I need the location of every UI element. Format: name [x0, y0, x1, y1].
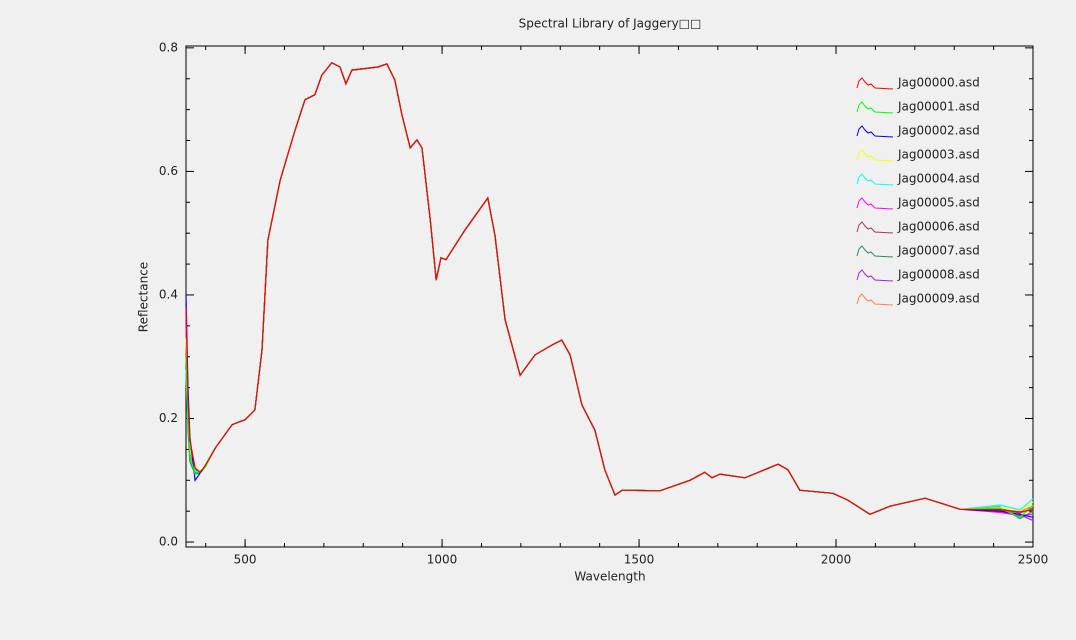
y-tick-label: 0.6 [159, 164, 178, 178]
x-tick-label: 2500 [1018, 553, 1049, 567]
y-tick-label: 0.8 [159, 40, 178, 54]
legend-label: Jag00001.asd [897, 100, 980, 114]
legend-swatch [856, 77, 894, 90]
legend-swatch [856, 269, 894, 282]
x-tick-label: 2000 [821, 553, 852, 567]
x-axis-label: Wavelength [574, 570, 645, 584]
legend-label: Jag00000.asd [897, 76, 980, 90]
y-axis-label: Reflectance [137, 262, 151, 332]
x-tick-label: 1500 [624, 553, 655, 567]
chart-title: Spectral Library of Jaggery□□ [519, 17, 702, 31]
legend-label: Jag00002.asd [897, 124, 980, 138]
legend-label: Jag00005.asd [897, 196, 980, 210]
y-tick-label: 0.2 [159, 411, 178, 425]
legend-swatch [856, 293, 894, 306]
x-tick-label: 500 [234, 553, 257, 567]
legend-swatch [856, 197, 894, 210]
legend-label: Jag00004.asd [897, 172, 980, 186]
legend-swatch [856, 125, 894, 138]
legend-label: Jag00008.asd [897, 268, 980, 282]
y-tick-label: 0.0 [159, 535, 178, 549]
legend-swatch [856, 149, 894, 162]
legend-swatch [856, 245, 894, 258]
legend-swatch [856, 173, 894, 186]
legend-label: Jag00009.asd [897, 292, 980, 306]
spectrum-line [185, 61, 1034, 515]
legend-swatch [856, 221, 894, 234]
legend-label: Jag00007.asd [897, 244, 980, 258]
x-tick-label: 1000 [427, 553, 458, 567]
legend-swatch [856, 101, 894, 114]
legend-label: Jag00006.asd [897, 220, 980, 234]
legend-label: Jag00003.asd [897, 148, 980, 162]
y-tick-label: 0.4 [159, 287, 178, 301]
